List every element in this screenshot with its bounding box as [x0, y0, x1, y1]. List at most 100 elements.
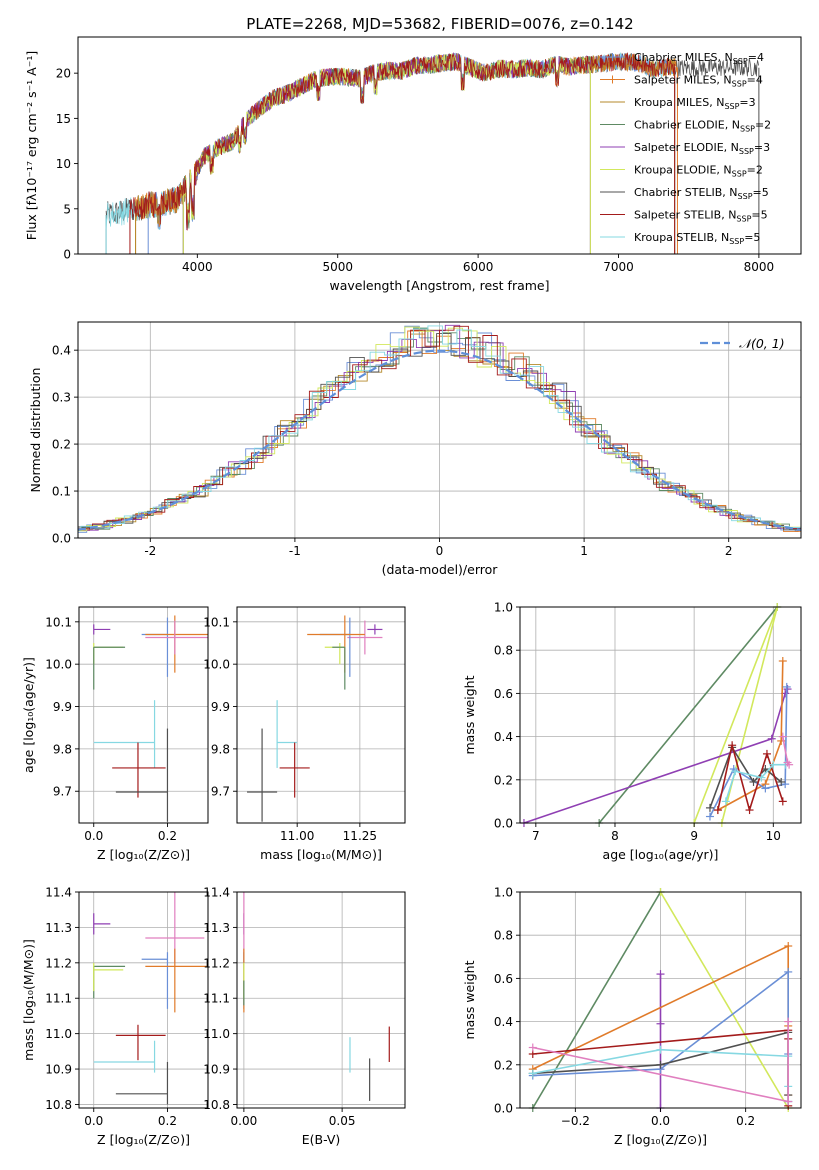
x-tick-label: 0.0: [651, 1114, 670, 1128]
y-tick-label: 0.2: [494, 773, 513, 787]
y-tick-label: 1.0: [494, 601, 513, 615]
weight-line: [532, 892, 662, 1108]
legend-label-main: Salpeter MILES, N: [634, 74, 732, 87]
legend-label: Kroupa MILES, NSSP=3: [634, 96, 756, 111]
x-tick-label: -1: [289, 544, 301, 558]
legend-label-tail: =5: [744, 231, 760, 244]
gaussian-curve: [77, 349, 802, 531]
x-axis-label: E(B-V): [302, 1132, 341, 1147]
y-tick-label: 10.9: [45, 1063, 72, 1077]
axes-frame: [236, 606, 406, 824]
legend-label-main: Kroupa MILES, N: [634, 96, 724, 109]
mass-weight-vs-age-panel: 7 8 9 10 0.0 0.2 0.4 0.6 0.8 1.0 age [log₁₀(age/yr…: [462, 601, 802, 862]
y-tick-label: 0.6: [494, 972, 513, 986]
x-axis-label: (data-model)/error: [382, 562, 499, 577]
x-axis-label: mass [log₁₀(M/M⊙)]: [260, 847, 382, 862]
y-tick-label: 11.0: [203, 1027, 230, 1041]
histogram-step: [78, 326, 801, 532]
axes-frame: [78, 891, 209, 1109]
x-tick-label: 4000: [182, 260, 213, 274]
y-axis-label: age [log₁₀(age/yr)]: [21, 657, 36, 773]
legend-label-sub: SSP: [732, 170, 747, 179]
y-tick-label: 0.3: [52, 391, 71, 405]
legend-label-main: Chabrier MILES, N: [634, 51, 733, 64]
y-tick-label: 9.7: [53, 785, 72, 799]
x-tick-label: 7: [532, 829, 540, 843]
x-tick-label: 0.2: [158, 829, 177, 843]
y-tick-label: 20: [56, 67, 71, 81]
axes-frame: [519, 606, 802, 824]
y-tick-label: 0.4: [52, 344, 71, 358]
y-tick-label: 0.4: [494, 1015, 513, 1029]
x-tick-label: 0.2: [736, 1114, 755, 1128]
y-tick-label: 10.0: [45, 658, 72, 672]
legend-label-main: Kroupa STELIB, N: [634, 231, 729, 244]
mass-vs-metallicity-panel: 0.0 0.2 10.8 10.9 11.0 11.1 11.2 11.3 11.4 Z [log…: [21, 886, 209, 1147]
x-tick-label: 8: [611, 829, 619, 843]
axes-frame: [78, 606, 209, 824]
axes-frame: [236, 891, 406, 1109]
y-tick-label: 11.1: [203, 992, 230, 1006]
x-axis-label: Z [log₁₀(Z/Z⊙)]: [97, 1132, 190, 1147]
y-tick-label: 10.0: [203, 658, 230, 672]
x-axis-label: age [log₁₀(age/yr)]: [603, 847, 719, 862]
y-tick-label: 11.0: [45, 1027, 72, 1041]
x-tick-label: 2: [725, 544, 733, 558]
axes-frame: [77, 36, 802, 255]
legend-label-tail: =2: [747, 164, 763, 177]
y-tick-label: 11.4: [203, 886, 230, 900]
x-tick-label: 0.0: [84, 1114, 103, 1128]
grid: [237, 607, 405, 823]
legend-label: Salpeter ELODIE, NSSP=3: [634, 141, 770, 156]
legend-label: 𝒩(0, 1): [739, 336, 785, 351]
x-tick-label: 11.00: [280, 829, 314, 843]
y-axis-label: mass weight: [462, 960, 477, 1039]
spectrum-panel: 4000 5000 6000 7000 8000 0 5 10 15 20 wavelength […: [24, 36, 802, 293]
y-tick-label: 10.9: [203, 1063, 230, 1077]
legend-label-sub: SSP: [733, 57, 748, 66]
x-axis-label: wavelength [Angstrom, rest frame]: [329, 278, 549, 293]
legend-label-tail: =4: [748, 51, 764, 64]
legend-label: Salpeter MILES, NSSP=4: [634, 74, 763, 89]
y-tick-label: 9.8: [53, 742, 72, 756]
spectrum-line: [182, 53, 591, 229]
legend-label-sub: SSP: [736, 215, 751, 224]
legend-label-main: Kroupa ELODIE, N: [634, 164, 732, 177]
x-tick-label: 1: [580, 544, 588, 558]
y-tick-label: 10: [56, 157, 71, 171]
y-tick-label: 10.8: [203, 1098, 230, 1112]
figure-title: PLATE=2268, MJD=53682, FIBERID=0076, z=0…: [246, 15, 633, 33]
legend-label-tail: =3: [739, 96, 755, 109]
age-vs-metallicity-panel: 0.0 0.2 9.7 9.8 9.9 10.0 10.1 Z [log₁₀(Z/Z⊙)] ag…: [21, 606, 209, 862]
legend-label-sub: SSP: [740, 125, 755, 134]
y-tick-label: 10.1: [45, 615, 72, 629]
x-tick-label: 10: [766, 829, 781, 843]
y-tick-label: 1.0: [494, 886, 513, 900]
legend-label-tail: =4: [747, 74, 763, 87]
weight-line: [659, 892, 789, 1108]
x-tick-label: 0: [436, 544, 444, 558]
mass-weight-vs-metallicity-panel: −0.2 0.0 0.2 0.0 0.2 0.4 0.6 0.8 1.0 Z [log₁₀(Z/Z…: [462, 886, 802, 1147]
grid: [78, 322, 801, 539]
y-tick-label: 9.7: [211, 785, 230, 799]
y-tick-label: 0.2: [52, 438, 71, 452]
legend-label-main: Salpeter STELIB, N: [634, 209, 736, 222]
weight-line: [598, 607, 778, 823]
spectrum-line: [129, 52, 676, 231]
x-axis-label: Z [log₁₀(Z/Z⊙)]: [97, 847, 190, 862]
x-tick-label: 0.2: [158, 1114, 177, 1128]
y-tick-label: 10.1: [203, 615, 230, 629]
age-vs-mass-panel: 11.00 11.25 9.7 9.8 9.9 10.0 10.1 mass [log₁₀(M…: [203, 606, 406, 862]
x-tick-label: 7000: [603, 260, 634, 274]
y-axis-label: Flux [fλ10⁻¹⁷ erg cm⁻² s⁻¹ A⁻¹]: [24, 51, 39, 240]
y-tick-label: 0.1: [52, 485, 71, 499]
y-tick-label: 11.2: [203, 956, 230, 970]
y-tick-label: 0: [63, 248, 71, 262]
y-tick-label: 11.4: [45, 886, 72, 900]
x-tick-label: 9: [690, 829, 698, 843]
x-axis-label: Z [log₁₀(Z/Z⊙)]: [614, 1132, 707, 1147]
y-tick-label: 0.6: [494, 687, 513, 701]
x-tick-label: -2: [144, 544, 156, 558]
mass-vs-extinction-panel: 0.00 0.05 10.8 10.9 11.0 11.1 11.2 11.3 11.4 E(B-…: [203, 886, 406, 1147]
